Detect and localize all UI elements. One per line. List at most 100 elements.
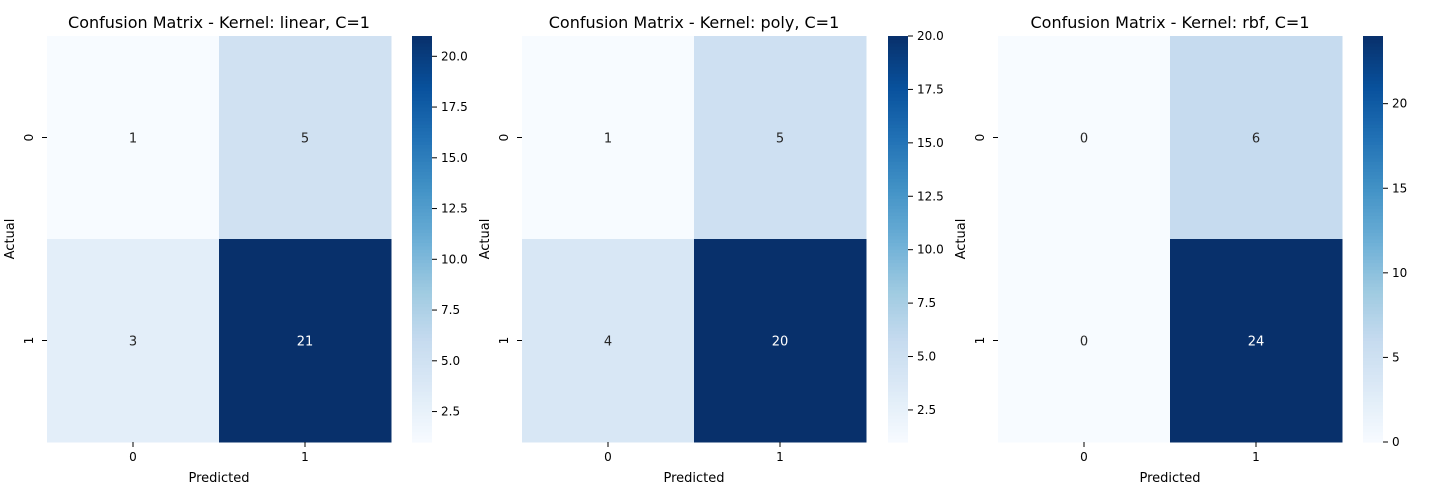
colorbar-strip: [412, 232, 432, 237]
colorbar-tick-label: 7.5: [917, 296, 936, 310]
colorbar-strip: [412, 374, 432, 379]
colorbar-strip: [888, 255, 908, 260]
colorbar-strip: [412, 391, 432, 396]
colorbar-strip: [412, 73, 432, 78]
colorbar-strip: [888, 330, 908, 335]
colorbar-strip: [888, 86, 908, 91]
chart-title: Confusion Matrix - Kernel: poly, C=1: [549, 13, 840, 32]
colorbar-strip: [412, 357, 432, 362]
colorbar-strip: [888, 191, 908, 196]
y-axis-label: Actual: [954, 219, 969, 260]
colorbar-strip: [1363, 228, 1383, 233]
colorbar-strip: [412, 222, 432, 227]
colorbar-strip: [888, 310, 908, 315]
colorbar-tick-label: 15.0: [441, 151, 468, 165]
colorbar-strip: [412, 86, 432, 91]
colorbar-strip: [412, 205, 432, 210]
colorbar-strip: [888, 279, 908, 284]
heatmap-cell-0-1: [694, 36, 867, 240]
colorbar-strip: [1363, 384, 1383, 389]
colorbar-strip: [412, 235, 432, 240]
colorbar-strip: [888, 52, 908, 57]
colorbar-strip: [412, 252, 432, 257]
colorbar-strip: [1363, 113, 1383, 118]
colorbar-strip: [1363, 107, 1383, 112]
colorbar-strip: [888, 340, 908, 345]
y-tick-label: 0: [22, 134, 36, 142]
colorbar-strip: [888, 421, 908, 426]
colorbar-strip: [412, 303, 432, 308]
colorbar-strip: [412, 340, 432, 345]
colorbar-strip: [888, 184, 908, 189]
colorbar-strip: [1363, 425, 1383, 430]
colorbar-strip: [888, 127, 908, 132]
colorbar-strip: [888, 370, 908, 375]
colorbar-strip: [1363, 174, 1383, 179]
colorbar-strip: [888, 364, 908, 369]
colorbar-strip: [888, 188, 908, 193]
colorbar-strip: [888, 134, 908, 139]
colorbar-strip: [888, 262, 908, 267]
colorbar-strip: [1363, 171, 1383, 176]
colorbar-strip: [888, 316, 908, 321]
colorbar-strip: [888, 296, 908, 301]
colorbar-strip: [412, 306, 432, 311]
cell-value-label-0-1: 6: [1252, 132, 1260, 147]
colorbar-strip: [1363, 391, 1383, 396]
colorbar-strip: [412, 370, 432, 375]
colorbar-strip: [888, 391, 908, 396]
colorbar-strip: [888, 425, 908, 430]
colorbar-strip: [888, 103, 908, 108]
colorbar-strip: [1363, 245, 1383, 250]
colorbar-strip: [888, 167, 908, 172]
heatmap-cell-0-1: [1170, 36, 1343, 240]
colorbar-tick-label: 7.5: [441, 303, 460, 317]
heatmap-panel-2: Confusion Matrix - Kernel: rbf, C=1 0 6 0 24…: [954, 13, 1407, 486]
colorbar-strip: [1363, 127, 1383, 132]
colorbar-tick-label: 2.5: [917, 403, 936, 417]
colorbar-strip: [1363, 286, 1383, 291]
colorbar-strip: [1363, 438, 1383, 443]
y-tick-label: 1: [22, 337, 36, 345]
heatmap-cell-0-1: [219, 36, 392, 240]
colorbar-strip: [412, 103, 432, 108]
colorbar-strip: [1363, 195, 1383, 199]
colorbar-strip: [1363, 408, 1383, 413]
colorbar-strip: [1363, 249, 1383, 254]
colorbar-strip: [412, 93, 432, 98]
colorbar-tick-label: 0: [1392, 435, 1400, 449]
colorbar-strip: [888, 211, 908, 216]
colorbar-strip: [888, 42, 908, 47]
colorbar-strip: [888, 215, 908, 220]
colorbar-strip: [888, 398, 908, 402]
cell-value-label-1-0: 3: [129, 335, 137, 350]
x-axis-label: Predicted: [188, 471, 249, 486]
heatmap-cell-1-1: [1170, 239, 1343, 443]
colorbar-strip: [1363, 69, 1383, 74]
colorbar-strip: [1363, 178, 1383, 183]
colorbar-strip: [888, 76, 908, 81]
colorbar-strip: [888, 269, 908, 274]
colorbar-strip: [1363, 394, 1383, 399]
colorbar-strip: [412, 394, 432, 399]
colorbar-strip: [888, 164, 908, 169]
colorbar-strip: [412, 438, 432, 443]
colorbar-strip: [412, 428, 432, 433]
colorbar-strip: [412, 381, 432, 386]
colorbar-strip: [888, 174, 908, 179]
colorbar-strip: [1363, 42, 1383, 47]
colorbar-strip: [1363, 350, 1383, 355]
colorbar-strip: [888, 232, 908, 237]
colorbar-strip: [888, 259, 908, 264]
colorbar-strip: [1363, 374, 1383, 379]
colorbar-strip: [1363, 211, 1383, 216]
x-tick-label: 0: [129, 450, 137, 464]
colorbar-strip: [888, 154, 908, 159]
colorbar-strip: [888, 46, 908, 51]
heatmap-cell-1-1: [219, 239, 392, 443]
colorbar-strip: [888, 63, 908, 68]
colorbar-strip: [888, 147, 908, 152]
colorbar-strip: [412, 343, 432, 348]
colorbar-strip: [412, 154, 432, 159]
colorbar-strip: [412, 144, 432, 149]
